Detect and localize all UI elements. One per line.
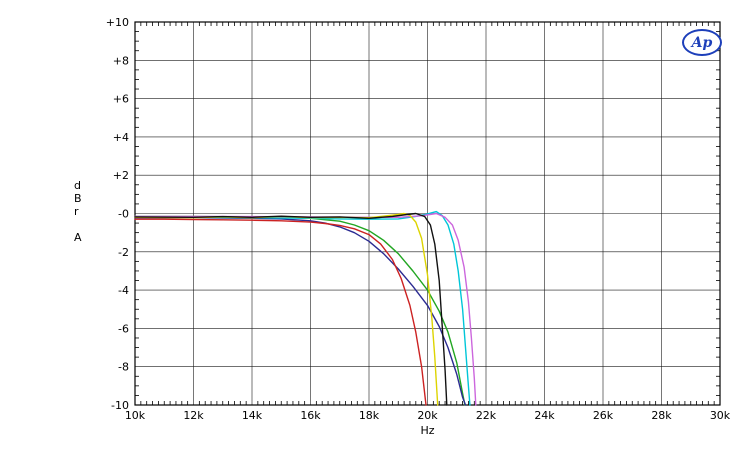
y-tick-label: -10 bbox=[111, 399, 129, 412]
x-tick-label: 28k bbox=[651, 409, 672, 422]
x-axis-unit-label: Hz bbox=[420, 424, 435, 437]
y-unit-letter: B bbox=[74, 192, 82, 205]
x-tick-label: 20k bbox=[417, 409, 438, 422]
y-tick-label: +8 bbox=[113, 54, 129, 67]
audio-precision-logo: Ap bbox=[682, 29, 722, 56]
y-tick-label: -0 bbox=[118, 208, 129, 221]
audio-precision-logo-text: Ap bbox=[691, 34, 713, 51]
x-tick-label: 24k bbox=[534, 409, 555, 422]
x-tick-label: 14k bbox=[242, 409, 263, 422]
x-tick-label: 12k bbox=[183, 409, 204, 422]
trace-filter-green bbox=[134, 215, 466, 406]
y-tick-label: -4 bbox=[118, 284, 129, 297]
y-tick-label: +10 bbox=[106, 16, 129, 29]
trace-filter-navy bbox=[134, 217, 467, 406]
y-tick-label: -8 bbox=[118, 361, 129, 374]
trace-filter-cyan bbox=[134, 210, 471, 406]
y-tick-label: -2 bbox=[118, 246, 129, 259]
y-axis-unit-label: d B r A bbox=[74, 179, 96, 244]
y-tick-label: -6 bbox=[118, 322, 129, 335]
x-tick-label: 22k bbox=[476, 409, 497, 422]
plot-border bbox=[134, 21, 721, 406]
x-tick-label: 26k bbox=[593, 409, 614, 422]
y-unit-letter: r bbox=[74, 205, 79, 218]
x-tick-label: 18k bbox=[359, 409, 380, 422]
series-traces bbox=[134, 210, 477, 406]
trace-filter-yellow bbox=[134, 212, 439, 406]
y-tick-label: +6 bbox=[113, 93, 129, 106]
x-tick-label: 16k bbox=[300, 409, 321, 422]
y-tick-label: +2 bbox=[113, 169, 129, 182]
x-tick-label: 30k bbox=[710, 409, 731, 422]
minor-ticks bbox=[135, 22, 720, 405]
y-unit-letter: d bbox=[74, 179, 81, 192]
y-tick-label: +4 bbox=[113, 131, 129, 144]
trace-filter-red bbox=[134, 218, 427, 406]
y-unit-letter: A bbox=[74, 231, 82, 244]
y-unit-letter-gap bbox=[74, 218, 96, 231]
trace-filter-black bbox=[134, 212, 448, 406]
x-tick-label: 10k bbox=[125, 409, 146, 422]
trace-filter-magenta bbox=[134, 212, 477, 406]
